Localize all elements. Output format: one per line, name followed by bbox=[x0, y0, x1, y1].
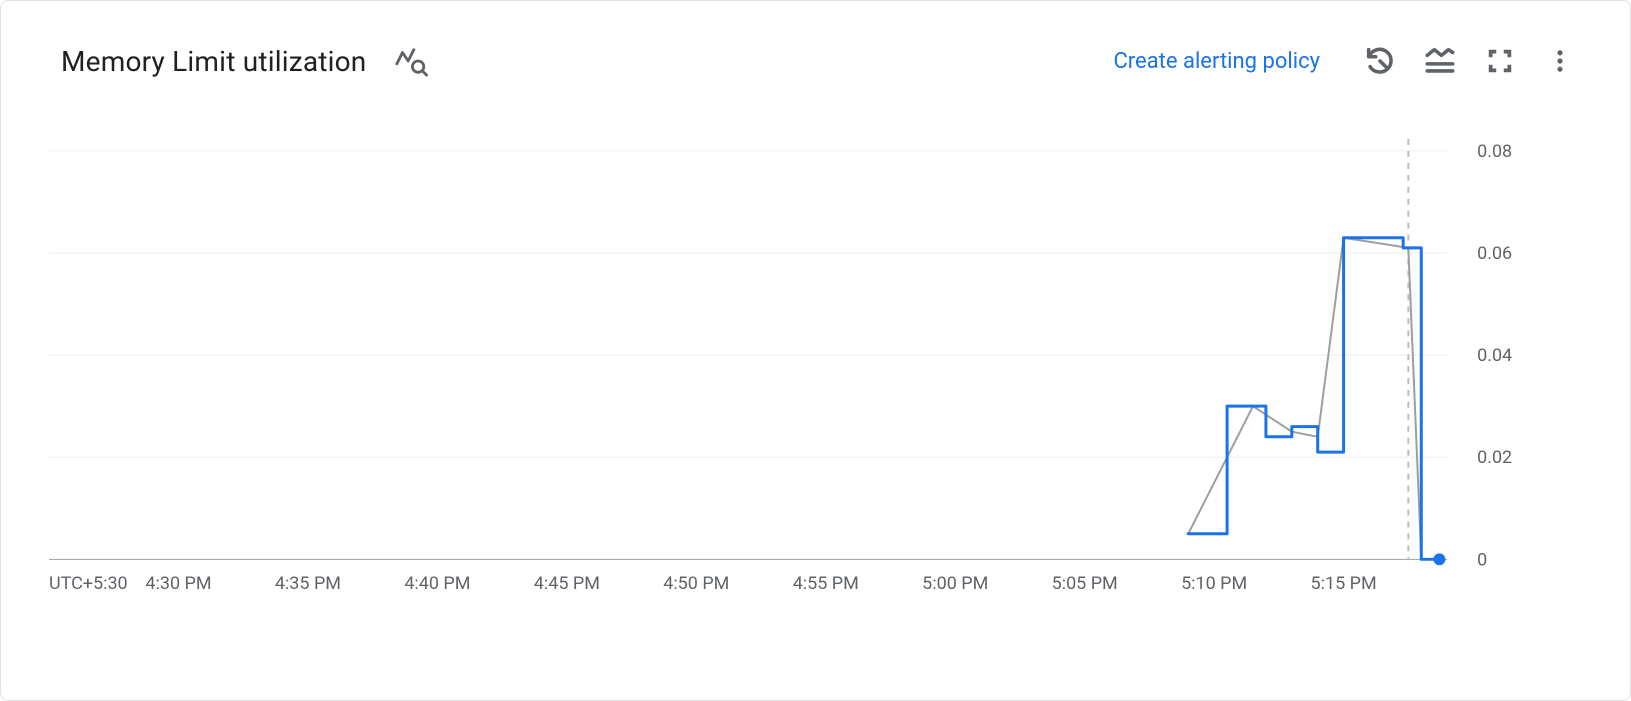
svg-text:0: 0 bbox=[1477, 549, 1487, 570]
svg-text:0.04: 0.04 bbox=[1477, 345, 1512, 366]
svg-text:4:30 PM: 4:30 PM bbox=[145, 573, 211, 594]
chart-header: Memory Limit utilization Create alerting… bbox=[1, 1, 1630, 91]
fullscreen-icon[interactable] bbox=[1470, 37, 1530, 85]
svg-text:4:40 PM: 4:40 PM bbox=[404, 573, 470, 594]
svg-text:4:55 PM: 4:55 PM bbox=[793, 573, 859, 594]
more-options-icon[interactable] bbox=[1530, 37, 1590, 85]
svg-text:4:35 PM: 4:35 PM bbox=[275, 573, 341, 594]
svg-text:5:00 PM: 5:00 PM bbox=[922, 573, 988, 594]
svg-text:4:45 PM: 4:45 PM bbox=[534, 573, 600, 594]
svg-text:5:15 PM: 5:15 PM bbox=[1311, 573, 1377, 594]
reset-zoom-icon[interactable] bbox=[1350, 37, 1410, 85]
svg-text:0.08: 0.08 bbox=[1477, 141, 1512, 162]
legend-toggle-icon[interactable] bbox=[1410, 37, 1470, 85]
svg-text:5:05 PM: 5:05 PM bbox=[1052, 573, 1118, 594]
create-alerting-policy-link[interactable]: Create alerting policy bbox=[1113, 49, 1320, 74]
chart-title: Memory Limit utilization bbox=[61, 45, 366, 78]
svg-text:5:10 PM: 5:10 PM bbox=[1181, 573, 1247, 594]
svg-text:4:50 PM: 4:50 PM bbox=[663, 573, 729, 594]
chart-plot-area[interactable]: 0 0.02 0.04 0.06 0.08 UTC+5:30 4:30 PM 4:35 PM 4… bbox=[49, 131, 1582, 640]
svg-text:0.02: 0.02 bbox=[1477, 447, 1512, 468]
svg-text:0.06: 0.06 bbox=[1477, 243, 1512, 264]
explore-metrics-icon[interactable] bbox=[394, 44, 428, 78]
chart-card: Memory Limit utilization Create alerting… bbox=[0, 0, 1631, 701]
svg-text:UTC+5:30: UTC+5:30 bbox=[49, 573, 128, 594]
chart-svg: 0 0.02 0.04 0.06 0.08 UTC+5:30 4:30 PM 4:35 PM 4… bbox=[49, 131, 1582, 640]
